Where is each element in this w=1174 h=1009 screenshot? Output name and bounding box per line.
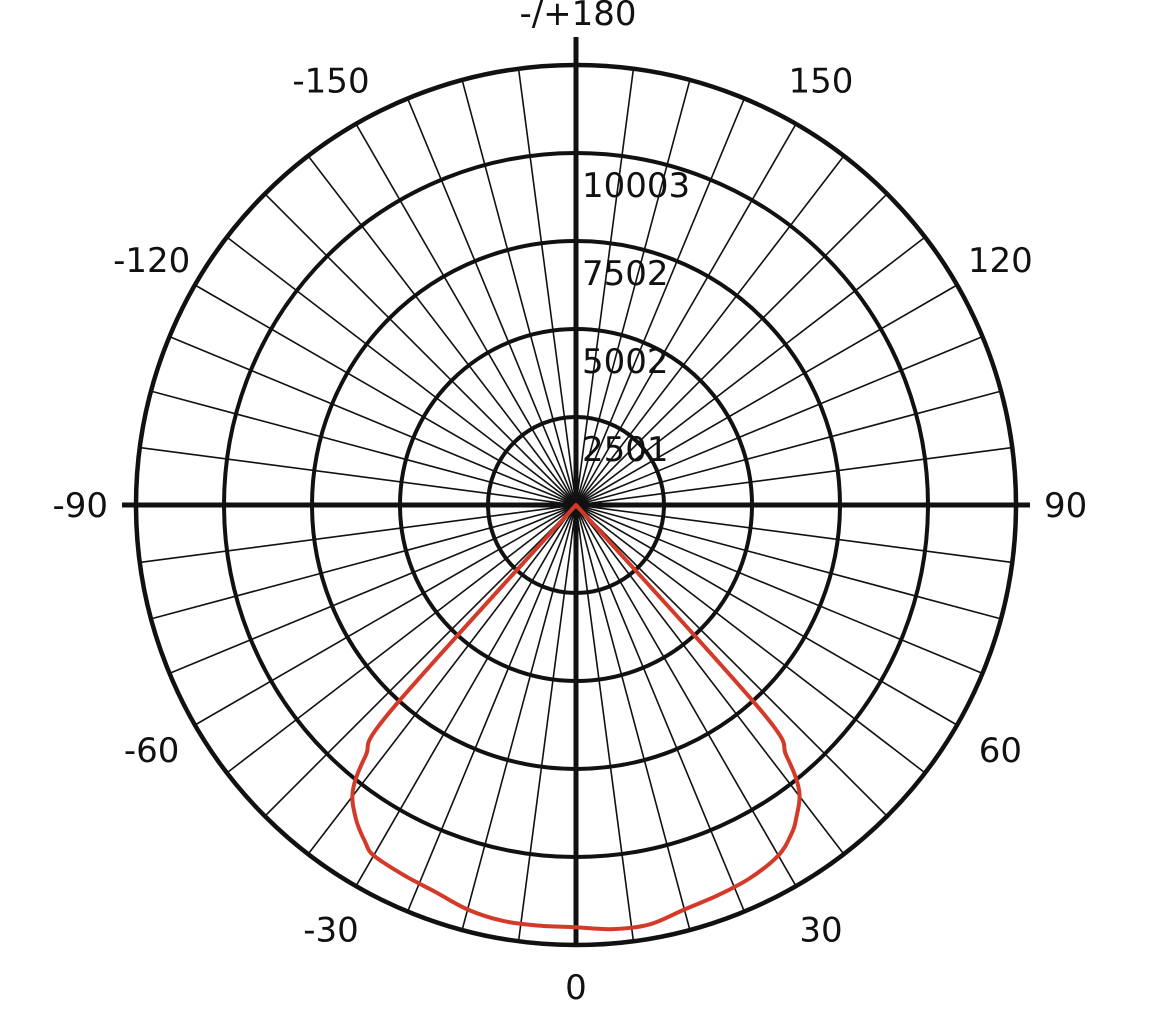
spoke-line xyxy=(226,504,577,774)
spoke-line xyxy=(150,390,577,506)
spoke-line xyxy=(575,236,926,506)
spoke-line xyxy=(139,446,577,506)
series-layer xyxy=(350,503,802,932)
angle-label-neg90: -90 xyxy=(52,486,108,526)
spoke-line xyxy=(406,98,577,506)
angle-label-neg120: -120 xyxy=(113,241,190,281)
spoke-line xyxy=(575,335,983,506)
angle-label-150: 150 xyxy=(789,62,854,102)
spoke-line xyxy=(575,504,1002,620)
label-layer: 2501 5002 7502 10003 0 30 60 90 120 150 -/+180 -150… xyxy=(52,0,1087,1008)
spoke-line xyxy=(575,79,691,506)
angle-label-180: -/+180 xyxy=(519,0,636,34)
ring-label-10003: 10003 xyxy=(582,166,690,206)
spoke-line xyxy=(406,504,577,912)
angle-label-0: 0 xyxy=(565,968,587,1008)
spoke-line xyxy=(575,284,958,506)
spoke-line xyxy=(355,504,577,887)
spoke-line xyxy=(575,504,1013,564)
spoke-line xyxy=(194,504,577,726)
spoke-line xyxy=(575,504,983,675)
angle-label-neg30: -30 xyxy=(303,910,359,950)
spoke-line xyxy=(575,504,926,774)
spoke-line xyxy=(355,123,577,506)
spoke-line xyxy=(575,504,635,942)
angle-label-90: 90 xyxy=(1044,486,1087,526)
angle-label-neg60: -60 xyxy=(124,731,180,771)
ring-label-7502: 7502 xyxy=(582,254,669,294)
spoke-line xyxy=(575,504,888,817)
angle-label-30: 30 xyxy=(799,910,842,950)
spoke-line xyxy=(575,504,958,726)
spoke-line xyxy=(264,193,577,506)
series-line-0 xyxy=(350,503,802,932)
spoke-line xyxy=(150,504,577,620)
spoke-line xyxy=(575,98,746,506)
spoke-line xyxy=(575,123,797,506)
spoke-line xyxy=(575,68,635,506)
spoke-line xyxy=(264,504,577,817)
spoke-line xyxy=(169,335,577,506)
spoke-line xyxy=(575,504,746,912)
spoke-line xyxy=(517,68,577,506)
spoke-line xyxy=(575,504,691,931)
spoke-line xyxy=(575,504,797,887)
spoke-line xyxy=(169,504,577,675)
spoke-line xyxy=(461,79,577,506)
spoke-line xyxy=(517,504,577,942)
ring-label-2501: 2501 xyxy=(582,430,669,470)
angle-label-neg150: -150 xyxy=(292,62,369,102)
spoke-line xyxy=(575,446,1013,506)
ring-label-5002: 5002 xyxy=(582,342,669,382)
spoke-line xyxy=(575,390,1002,506)
spoke-line xyxy=(575,155,845,506)
angle-label-60: 60 xyxy=(979,731,1022,771)
spoke-line xyxy=(461,504,577,931)
spoke-line xyxy=(575,193,888,506)
spoke-line xyxy=(307,155,577,506)
spoke-line xyxy=(139,504,577,564)
spoke-line xyxy=(194,284,577,506)
angle-label-120: 120 xyxy=(968,241,1033,281)
spoke-line xyxy=(226,236,577,506)
